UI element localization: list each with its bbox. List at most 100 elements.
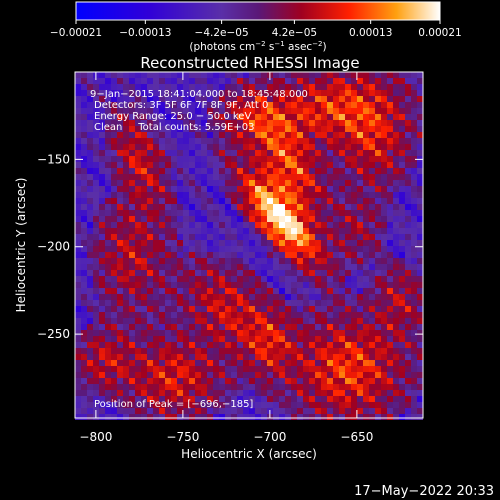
heat-cell-761 [117, 150, 123, 156]
heat-cell-431 [225, 114, 231, 120]
heat-cell-1120 [183, 186, 189, 192]
heat-cell-954 [231, 168, 237, 174]
heat-cell-1314 [303, 204, 309, 210]
heat-cell-2796 [147, 360, 153, 366]
heat-cell-1834 [291, 258, 297, 264]
heat-cell-380 [267, 108, 273, 114]
heat-cell-1981 [129, 276, 135, 282]
heat-cell-1129 [237, 186, 243, 192]
heat-cell-293 [93, 102, 99, 108]
heat-cell-3173 [321, 396, 327, 402]
heat-cell-78 [195, 78, 201, 84]
heat-cell-581 [81, 132, 87, 138]
heat-cell-2264 [87, 306, 93, 312]
heat-cell-3353 [357, 414, 363, 420]
heat-cell-482 [183, 120, 189, 126]
heat-cell-377 [249, 108, 255, 114]
heat-cell-1721 [309, 246, 315, 252]
heat-cell-292 [87, 102, 93, 108]
heat-cell-301 [141, 102, 147, 108]
heat-cell-1407 [165, 216, 171, 222]
heat-cell-2927 [237, 372, 243, 378]
heat-cell-3163 [261, 396, 267, 402]
heat-cell-2950 [375, 372, 381, 378]
heat-cell-1048 [99, 180, 105, 186]
heat-cell-1705 [213, 246, 219, 252]
heat-cell-1484 [279, 222, 285, 228]
heat-cell-693 [405, 138, 411, 144]
heat-cell-2606 [399, 336, 405, 342]
heat-cell-123 [117, 84, 123, 90]
heat-cell-917 [357, 162, 363, 168]
heat-cell-102 [339, 78, 345, 84]
heat-cell-83 [225, 78, 231, 84]
heat-cell-275 [333, 96, 339, 102]
heat-cell-153 [297, 84, 303, 90]
heat-cell-1307 [261, 204, 267, 210]
heat-cell-1071 [237, 180, 243, 186]
heat-cell-1154 [387, 186, 393, 192]
heat-cell-2228 [219, 300, 225, 306]
heat-cell-1908 [387, 264, 393, 270]
heat-cell-832 [195, 156, 201, 162]
heat-cell-1663 [309, 240, 315, 246]
heat-cell-1203 [333, 192, 339, 198]
heat-cell-2987 [249, 378, 255, 384]
heat-cell-1672 [363, 240, 369, 246]
heat-cell-2636 [231, 342, 237, 348]
heat-cell-2186 [315, 294, 321, 300]
heat-cell-1155 [393, 186, 399, 192]
heat-cell-8 [123, 72, 129, 78]
heat-cell-2053 [213, 282, 219, 288]
heat-cell-829 [177, 156, 183, 162]
heat-cell-2753 [237, 354, 243, 360]
heat-cell-623 [333, 132, 339, 138]
heat-cell-2434 [411, 318, 417, 324]
heat-cell-2401 [213, 318, 219, 324]
heat-cell-1919 [105, 270, 111, 276]
heat-cell-1309 [273, 204, 279, 210]
heat-cell-1725 [333, 246, 339, 252]
heat-cell-3214 [219, 402, 225, 408]
heat-cell-1554 [351, 228, 357, 234]
heat-cell-2855 [153, 366, 159, 372]
heat-cell-2344 [219, 312, 225, 318]
heat-cell-1355 [201, 210, 207, 216]
heat-cell-3025 [129, 384, 135, 390]
heat-cell-3257 [129, 408, 135, 414]
heat-cell-3091 [177, 390, 183, 396]
heat-cell-539 [177, 126, 183, 132]
heat-cell-1842 [339, 258, 345, 264]
heat-cell-2240 [291, 300, 297, 306]
heat-cell-2593 [321, 336, 327, 342]
heat-cell-1330 [399, 204, 405, 210]
heat-cell-2696 [243, 348, 249, 354]
heat-cell-1847 [369, 258, 375, 264]
heat-cell-515 [381, 120, 387, 126]
heat-cell-2789 [105, 360, 111, 366]
heat-cell-3313 [117, 414, 123, 420]
heat-cell-3216 [231, 402, 237, 408]
heat-cell-2487 [381, 324, 387, 330]
heat-cell-3188 [411, 396, 417, 402]
heat-cell-1304 [243, 204, 249, 210]
heat-cell-0 [75, 72, 81, 78]
heat-cell-1573 [117, 234, 123, 240]
heat-cell-2309 [357, 306, 363, 312]
heat-cell-1467 [177, 222, 183, 228]
heat-cell-2273 [141, 306, 147, 312]
heat-cell-566 [339, 126, 345, 132]
heat-cell-816 [99, 156, 105, 162]
heat-cell-3050 [279, 384, 285, 390]
heat-cell-2142 [399, 288, 405, 294]
heat-cell-855 [333, 156, 339, 162]
heat-cell-638 [75, 138, 81, 144]
heat-cell-290 [75, 102, 81, 108]
heat-cell-2004 [267, 276, 273, 282]
heat-cell-2930 [255, 372, 261, 378]
heat-cell-1522 [159, 228, 165, 234]
heat-cell-1586 [195, 234, 201, 240]
heat-cell-1046 [87, 180, 93, 186]
heat-cell-1343 [129, 210, 135, 216]
heat-cell-614 [279, 132, 285, 138]
